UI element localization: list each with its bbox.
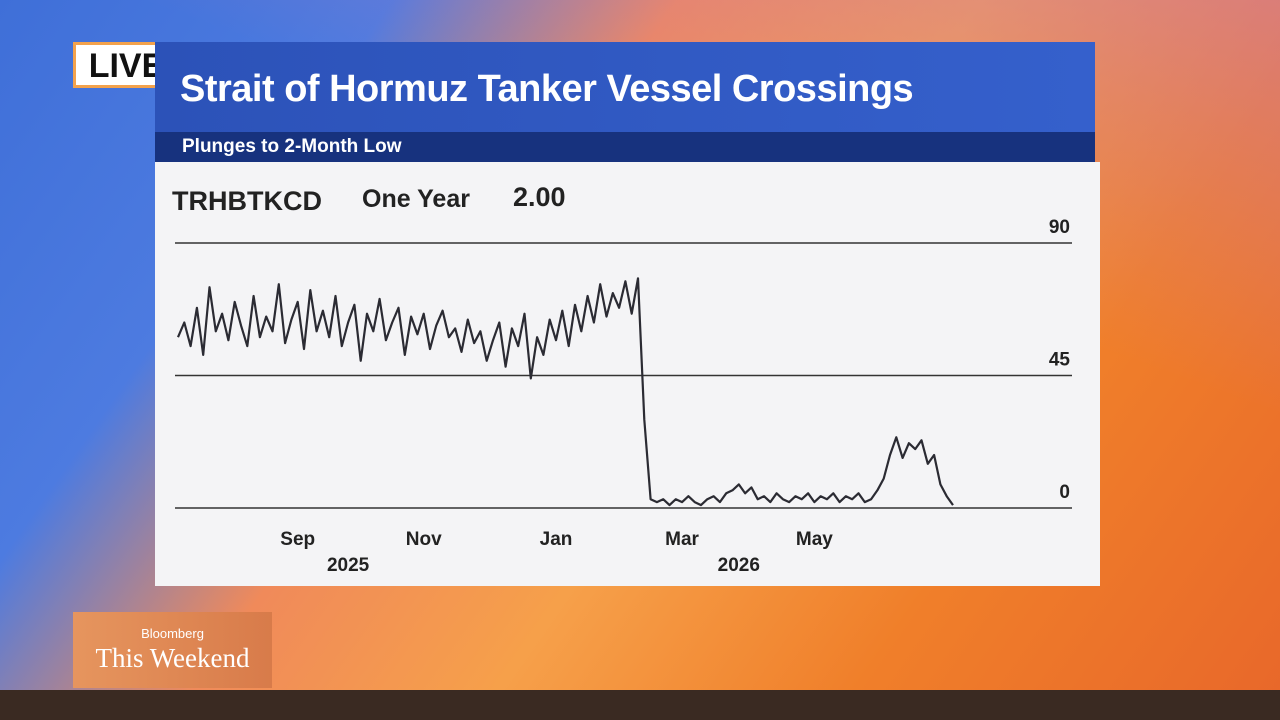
x-tick-label: Jan [540,529,573,550]
series-line [176,277,954,507]
chart-title: Strait of Hormuz Tanker Vessel Crossings [180,68,914,110]
x-tick-label: Nov [406,529,442,550]
y-tick-label: 0 [1059,482,1070,503]
y-tick-label: 45 [1049,350,1071,371]
show-logo: Bloomberg This Weekend [73,612,272,688]
x-tick-label: May [796,529,833,550]
last-value: 2.00 [513,182,566,212]
subtitle-bar [155,132,1095,162]
ticker: TRHBTKCD [172,186,322,216]
y-tick-label: 90 [1049,217,1070,238]
year-label: 2026 [718,555,760,576]
period: One Year [362,185,470,213]
floor [0,690,1280,720]
x-tick-label: Sep [280,529,315,550]
chart-panel [155,162,1100,586]
year-label: 2025 [327,555,370,576]
show-name: This Weekend [95,643,250,673]
x-tick-label: Mar [665,529,699,550]
chart-subtitle: Plunges to 2-Month Low [182,136,402,157]
brand: Bloomberg [141,626,204,641]
